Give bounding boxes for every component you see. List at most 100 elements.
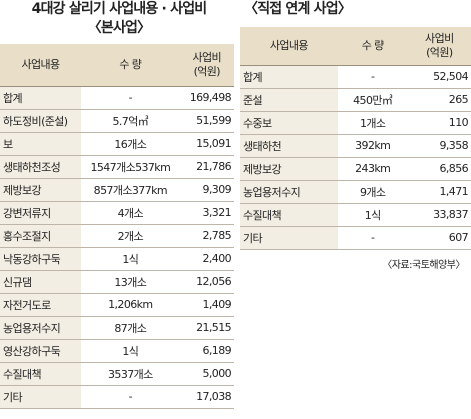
cell: 110 (407, 111, 471, 135)
row: 하도정비(준설) 5.7억㎥ 51,599 (0, 109, 234, 133)
cell: 6,856 (407, 157, 471, 181)
cell: 합계 (240, 65, 338, 89)
row: 농업용저수지 9개소 1,471 (240, 180, 471, 204)
cell: 신규댐 (0, 270, 82, 294)
header-cell: 사업내용 (240, 27, 338, 66)
subtitle: 〈본사업〉 (87, 20, 151, 36)
cell: - (337, 65, 408, 89)
row: 합계 -52,504 (240, 65, 471, 89)
cell: 52,504 (407, 65, 471, 89)
cell: 농업용저수지 (240, 180, 338, 204)
cell: 낙동강하구둑 (0, 247, 82, 271)
main-project-panel: 4대강 살리기 사업내용 · 사업비 〈본사업〉 사업내용 수 량 사업비 (억원)… (0, 0, 234, 409)
cell: 2개소 (81, 224, 180, 248)
cell: 영산강하구둑 (0, 339, 82, 363)
cell: - (81, 385, 180, 409)
cell: 수중보 (240, 111, 338, 135)
cell: 5.7억㎥ (81, 109, 180, 133)
cell: 857개소377km (81, 178, 180, 202)
header-cell: 수 량 (337, 27, 408, 66)
table: 사업내용 수 량 사업비 (억원) 합계 -52,504 준설 450만㎥ 265 수중보 1개소… (240, 27, 471, 250)
cell: 1547개소537km (81, 155, 180, 179)
row: 자전거도로 1,206km 1,409 (0, 293, 234, 317)
cell: 제방보강 (240, 157, 338, 181)
row: 기타 -17,038 (0, 385, 234, 409)
cell: 9개소 (337, 180, 408, 204)
cell: 12,056 (179, 270, 234, 294)
cell: 4개소 (81, 201, 180, 225)
cell: 농업용저수지 (0, 316, 82, 340)
row: 수질대책 1식 33,837 (240, 203, 471, 227)
cell: 1,471 (407, 180, 471, 204)
cell: 87개소 (81, 316, 180, 340)
cell: 준설 (240, 88, 338, 112)
row: 합계 -169,498 (0, 86, 234, 110)
cell: 1식 (81, 339, 180, 363)
title: 〈직접 연계 사업〉 (244, 1, 352, 17)
cell: 169,498 (179, 86, 234, 110)
cell: 33,837 (407, 203, 471, 227)
cell: 607 (407, 226, 471, 250)
cell: 1,409 (179, 293, 234, 317)
cell: 자전거도로 (0, 293, 82, 317)
cell: 홍수조절지 (0, 224, 82, 248)
row: 신규댐 13개소 12,056 (0, 270, 234, 294)
cell: 강변저류지 (0, 201, 82, 225)
row: 낙동강하구둑 1식 2,400 (0, 247, 234, 271)
header-cell: 사업내용 (0, 44, 82, 87)
row: 준설 450만㎥ 265 (240, 88, 471, 112)
cell: 기타 (240, 226, 338, 250)
cell: 기타 (0, 385, 82, 409)
cell: 392km (337, 134, 408, 158)
row: 생태하천 392km 9,358 (240, 134, 471, 158)
cell: 2,400 (179, 247, 234, 271)
linked-project-panel: 〈직접 연계 사업〉 사업내용 수 량 사업비 (억원) 합계 -52,504 준설 450… (240, 0, 471, 271)
cell: 17,038 (179, 385, 234, 409)
cell: 13개소 (81, 270, 180, 294)
cell: 제방보강 (0, 178, 82, 202)
row: 수질대책 3537개소 5,000 (0, 362, 234, 386)
cell: 1식 (81, 247, 180, 271)
row: 제방보강 857개소377km 9,309 (0, 178, 234, 202)
cell: 2,785 (179, 224, 234, 248)
cell: 450만㎥ (337, 88, 408, 112)
cell: 합계 (0, 86, 82, 110)
cell: 243km (337, 157, 408, 181)
cell: 3,321 (179, 201, 234, 225)
row: 기타 -607 (240, 226, 471, 250)
cell: 3537개소 (81, 362, 180, 386)
row: 생태하천조성 1547개소537km 21,786 (0, 155, 234, 179)
cell: - (337, 226, 408, 250)
cell: 21,515 (179, 316, 234, 340)
header-row: 사업내용 수 량 사업비 (억원) (240, 27, 471, 66)
table: 사업내용 수 량 사업비 (억원) 합계 -169,498 하도정비(준설) 5.7억㎥ 51… (0, 44, 234, 409)
row: 영산강하구둑 1식 6,189 (0, 339, 234, 363)
row: 홍수조절지 2개소 2,785 (0, 224, 234, 248)
header-cell: 사업비 (억원) (407, 27, 471, 66)
header-cell: 사업비 (억원) (179, 44, 234, 87)
cell: 생태하천 (240, 134, 338, 158)
cell: 하도정비(준설) (0, 109, 82, 133)
cell: 9,358 (407, 134, 471, 158)
cell: 1,206km (81, 293, 180, 317)
cell: 265 (407, 88, 471, 112)
cell: 1개소 (337, 111, 408, 135)
cell: 9,309 (179, 178, 234, 202)
cell: 15,091 (179, 132, 234, 156)
cell: 5,000 (179, 362, 234, 386)
source: 〈자료:국토해양부〉 (382, 259, 465, 271)
header-cell: 수 량 (81, 44, 180, 87)
cell: 51,599 (179, 109, 234, 133)
cell: 생태하천조성 (0, 155, 82, 179)
cell: 수질대책 (0, 362, 82, 386)
cell: 6,189 (179, 339, 234, 363)
header-row: 사업내용 수 량 사업비 (억원) (0, 44, 234, 87)
cell: 16개소 (81, 132, 180, 156)
cell: 수질대책 (240, 203, 338, 227)
row: 제방보강 243km 6,856 (240, 157, 471, 181)
row: 수중보 1개소 110 (240, 111, 471, 135)
cell: 21,786 (179, 155, 234, 179)
row: 농업용저수지 87개소 21,515 (0, 316, 234, 340)
row: 보 16개소 15,091 (0, 132, 234, 156)
